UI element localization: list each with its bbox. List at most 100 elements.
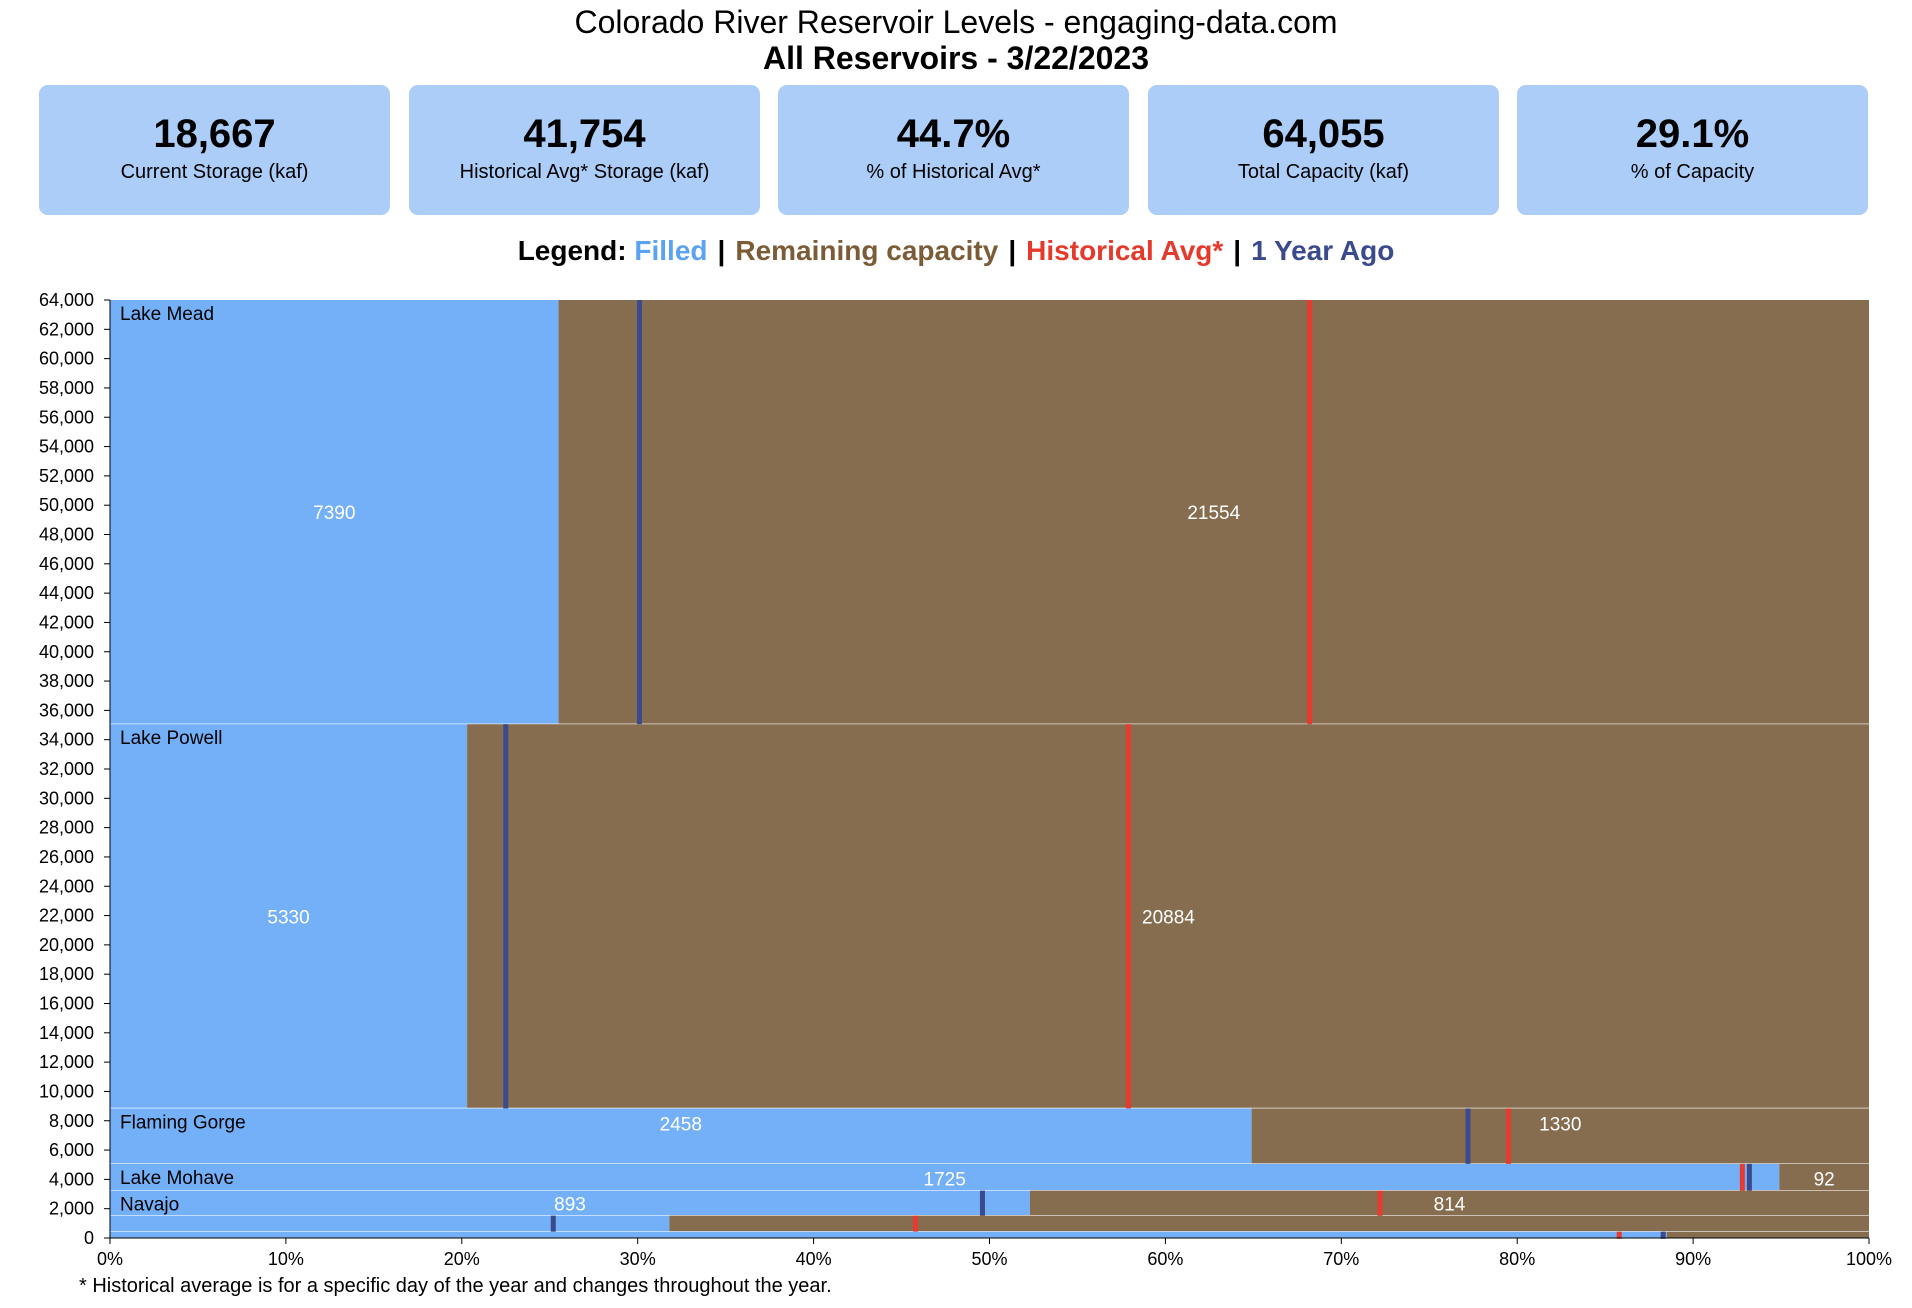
card-value: 29.1% [1635,112,1750,156]
summary-cards: 18,667 Current Storage (kaf) 41,754 Hist… [39,85,1868,215]
remaining-value-label: 814 [1434,1195,1466,1216]
current-storage-card: 18,667 Current Storage (kaf) [39,85,390,215]
x-tick-label: 80% [1499,1249,1535,1269]
x-tick-label: 70% [1323,1249,1359,1269]
y-tick-label: 0 [84,1228,94,1248]
card-label: Total Capacity (kaf) [1237,161,1410,183]
card-label: Historical Avg* Storage (kaf) [459,161,710,183]
y-tick-label: 4,000 [49,1169,94,1189]
historical-avg-marker [1307,300,1313,725]
x-tick-label: 0% [97,1249,123,1269]
remaining-bar [1029,1190,1869,1216]
x-tick-label: 60% [1147,1249,1183,1269]
card-value: 64,055 [1262,112,1385,156]
y-tick-label: 26,000 [39,847,94,867]
x-tick-label: 20% [444,1249,480,1269]
year-ago-marker [1660,1231,1666,1239]
y-tick-label: 20,000 [39,935,94,955]
y-tick-label: 24,000 [39,876,94,896]
historical-avg-marker [1125,724,1131,1109]
year-ago-marker [503,724,509,1109]
y-tick-label: 34,000 [39,730,94,750]
pct-capacity-card: 29.1% % of Capacity [1517,85,1868,215]
y-tick-label: 58,000 [39,378,94,398]
reservoir-name: Lake Powell [120,728,222,749]
remaining-bar [669,1215,1869,1232]
reservoir-name: Navajo [120,1195,179,1216]
legend-separator: | [1233,235,1242,266]
filled-bar [110,300,559,725]
y-tick-label: 10,000 [39,1081,94,1101]
remaining-bar [467,724,1869,1109]
card-label: Current Storage (kaf) [120,161,309,183]
reservoir-name: Lake Mead [120,304,214,325]
reservoir-name: Lake Mohave [120,1168,234,1189]
y-tick-label: 8,000 [49,1111,94,1131]
y-tick-label: 32,000 [39,759,94,779]
year-ago-marker [636,300,642,725]
y-tick-label: 64,000 [39,290,94,310]
y-tick-label: 14,000 [39,1023,94,1043]
chart-title: Colorado River Reservoir Levels - engagi… [574,4,1338,40]
footnote: * Historical average is for a specific d… [79,1275,832,1297]
y-tick-label: 42,000 [39,612,94,632]
x-tick-label: 50% [971,1249,1007,1269]
year-ago-marker [550,1215,556,1232]
remaining-value-label: 1330 [1539,1114,1581,1135]
legend-filled: Filled [634,235,708,266]
x-tick-label: 90% [1675,1249,1711,1269]
filled-bar [110,1231,1667,1239]
filled-value-label: 2458 [660,1114,702,1135]
y-tick-label: 12,000 [39,1052,94,1072]
remaining-bar [1779,1163,1869,1191]
card-label: % of Historical Avg* [866,161,1041,183]
y-tick-label: 36,000 [39,700,94,720]
y-tick-label: 50,000 [39,495,94,515]
y-tick-label: 46,000 [39,554,94,574]
reservoir-name: Flaming Gorge [120,1112,246,1133]
y-tick-label: 54,000 [39,437,94,457]
pct-historical-avg-card: 44.7% % of Historical Avg* [778,85,1129,215]
remaining-bar [1666,1231,1869,1239]
legend-separator: | [1008,235,1017,266]
filled-bar [110,1163,1780,1191]
year-ago-marker [1746,1163,1752,1191]
y-tick-label: 52,000 [39,466,94,486]
historical-avg-marker [913,1215,919,1232]
card-label: % of Capacity [1630,161,1755,183]
y-tick-label: 6,000 [49,1140,94,1160]
x-tick-label: 40% [796,1249,832,1269]
legend-separator: | [717,235,726,266]
filled-bar [110,1215,670,1232]
remaining-value-label: 21554 [1187,503,1240,524]
legend-historical-avg: Historical Avg* [1026,235,1224,266]
y-tick-label: 22,000 [39,906,94,926]
remaining-bar [1251,1108,1869,1164]
legend: Legend: Filled | Remaining capacity | Histor… [0,234,1912,268]
y-tick-label: 16,000 [39,994,94,1014]
historical-avg-marker [1505,1108,1511,1164]
card-value: 44.7% [896,112,1011,156]
x-tick-label: 100% [1846,1249,1892,1269]
y-tick-label: 56,000 [39,407,94,427]
x-tick-label: 30% [620,1249,656,1269]
filled-bar [110,724,468,1109]
y-tick-label: 38,000 [39,671,94,691]
remaining-bar [558,300,1870,725]
filled-value-label: 7390 [313,503,355,524]
filled-value-label: 1725 [924,1170,966,1191]
filled-bar [110,1108,1252,1164]
legend-year-ago: 1 Year Ago [1251,235,1395,266]
x-tick-label: 10% [268,1249,304,1269]
historical-avg-storage-card: 41,754 Historical Avg* Storage (kaf) [409,85,760,215]
remaining-value-label: 92 [1814,1170,1835,1191]
legend-prefix: Legend: [517,235,627,266]
year-ago-marker [1465,1108,1471,1164]
legend-remaining: Remaining capacity [735,235,999,266]
historical-avg-marker [1616,1231,1622,1239]
filled-value-label: 5330 [267,907,309,928]
y-tick-label: 60,000 [39,349,94,369]
y-tick-label: 62,000 [39,319,94,339]
y-tick-label: 48,000 [39,525,94,545]
